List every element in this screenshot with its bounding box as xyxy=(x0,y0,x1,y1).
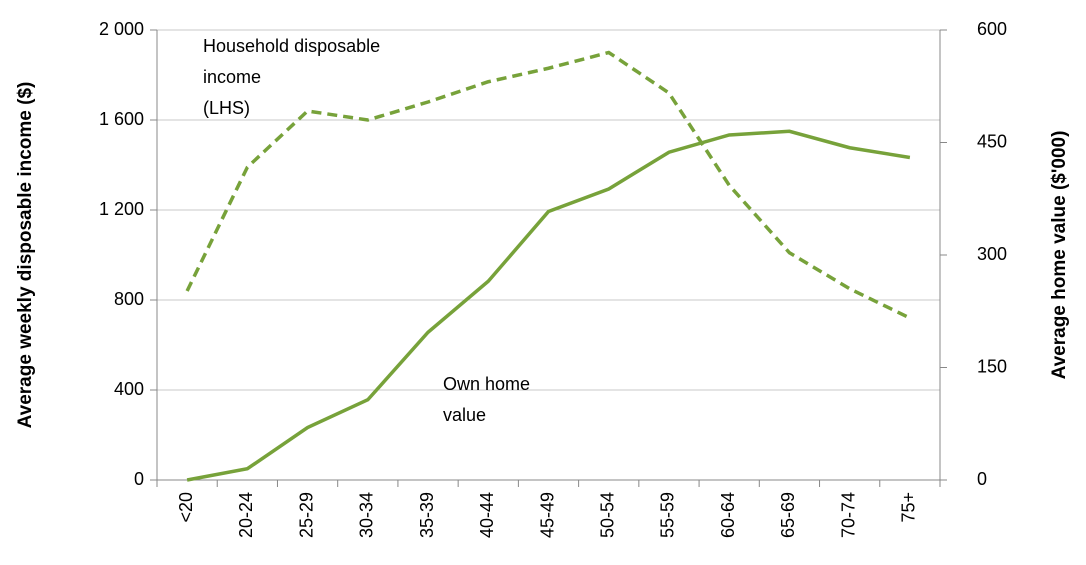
line xyxy=(186,129,911,482)
y2-tick-label: 150 xyxy=(977,356,1007,376)
y-tick-label: 800 xyxy=(114,289,144,309)
y-tick-label: 2 000 xyxy=(99,19,144,39)
x-tick-label: 30-34 xyxy=(357,492,377,538)
x-tick-label: 60-64 xyxy=(718,492,738,538)
y2-tick-label: 300 xyxy=(977,244,1007,264)
x-tick-label: 25-29 xyxy=(296,492,316,538)
annotation: Household disposable xyxy=(203,36,380,56)
x-tick-label: 75+ xyxy=(899,492,919,523)
x-tick-label: 45-49 xyxy=(537,492,557,538)
y-tick-label: 1 200 xyxy=(99,199,144,219)
y2-tick-label: 600 xyxy=(977,19,1007,39)
annotation: Own home xyxy=(443,374,530,394)
x-tick-label: 55-59 xyxy=(658,492,678,538)
line xyxy=(185,50,911,320)
x-tick-label: 40-44 xyxy=(477,492,497,538)
annotation: value xyxy=(443,405,486,425)
x-tick-label: 65-69 xyxy=(778,492,798,538)
y-tick-label: 1 600 xyxy=(99,109,144,129)
y-tick-label: 0 xyxy=(134,469,144,489)
x-tick-label: 35-39 xyxy=(417,492,437,538)
y2-tick-label: 0 xyxy=(977,469,987,489)
y2-axis-title: Average home value ($'000) xyxy=(1049,131,1070,380)
annotation: income xyxy=(203,67,261,87)
y-axis-title: Average weekly disposable income ($) xyxy=(15,82,36,429)
y-tick-label: 400 xyxy=(114,379,144,399)
y2-tick-label: 450 xyxy=(977,131,1007,151)
x-tick-label: 70-74 xyxy=(838,492,858,538)
x-tick-label: 20-24 xyxy=(236,492,256,538)
x-tick-label: 50-54 xyxy=(597,492,617,538)
annotation: (LHS) xyxy=(203,98,250,118)
x-tick-label: <20 xyxy=(176,492,196,523)
